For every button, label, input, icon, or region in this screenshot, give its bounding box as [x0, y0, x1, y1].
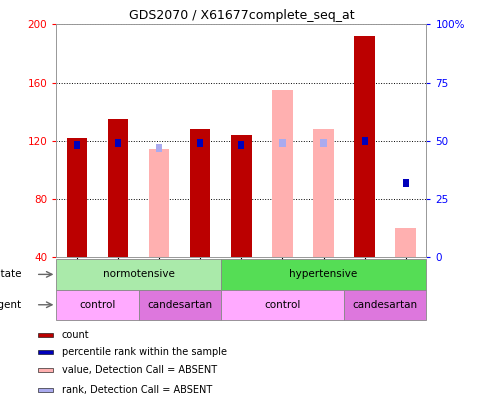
Bar	[56, 290, 139, 320]
Text: rank, Detection Call = ABSENT: rank, Detection Call = ABSENT	[62, 385, 212, 394]
Bar	[38, 333, 53, 337]
Text: disease state: disease state	[0, 269, 22, 279]
Bar	[190, 129, 211, 257]
Bar	[56, 259, 221, 290]
Text: control: control	[264, 300, 301, 310]
Text: candesartan: candesartan	[353, 300, 418, 310]
Bar	[362, 136, 368, 145]
Bar	[67, 138, 87, 257]
Text: value, Detection Call = ABSENT: value, Detection Call = ABSENT	[62, 365, 217, 375]
Bar	[156, 144, 162, 152]
Bar	[320, 139, 327, 147]
Text: count: count	[62, 330, 90, 339]
Bar	[197, 139, 203, 147]
Title: GDS2070 / X61677complete_seq_at: GDS2070 / X61677complete_seq_at	[128, 9, 354, 22]
Bar	[344, 290, 426, 320]
Bar	[231, 135, 251, 257]
Text: candesartan: candesartan	[147, 300, 212, 310]
Text: agent: agent	[0, 300, 22, 310]
Bar	[272, 90, 293, 257]
Bar	[221, 259, 426, 290]
Bar	[403, 179, 409, 187]
Bar	[74, 141, 80, 149]
Text: hypertensive: hypertensive	[290, 269, 358, 279]
Text: percentile rank within the sample: percentile rank within the sample	[62, 347, 227, 357]
Bar	[395, 228, 416, 257]
Bar	[149, 149, 170, 257]
Bar	[354, 36, 375, 257]
Text: control: control	[79, 300, 116, 310]
Text: normotensive: normotensive	[102, 269, 174, 279]
Bar	[279, 139, 286, 147]
Bar	[108, 119, 128, 257]
Bar	[221, 290, 344, 320]
Bar	[38, 368, 53, 372]
Bar	[238, 141, 245, 149]
Bar	[403, 179, 409, 187]
Bar	[115, 139, 121, 147]
Bar	[139, 290, 221, 320]
Bar	[38, 350, 53, 354]
Bar	[313, 129, 334, 257]
Bar	[38, 388, 53, 392]
